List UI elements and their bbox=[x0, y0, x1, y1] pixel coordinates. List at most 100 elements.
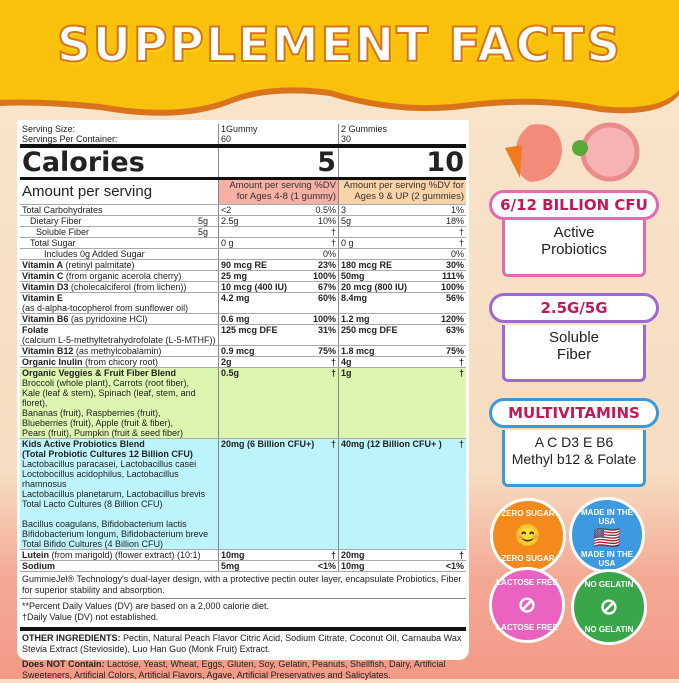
nutrient-sub-text: (calcium L-5-methyltetrahydrofolate (L-5… bbox=[22, 335, 216, 345]
feature-banner-1: 2.5G/5G bbox=[489, 293, 659, 323]
nutrient-name-group: Folate bbox=[22, 325, 49, 335]
nutrient-rows: Total Carbohydrates <2 0.5% 3 1% Dietary Fibe… bbox=[20, 205, 466, 572]
col2-dv: 30% bbox=[445, 260, 464, 270]
nutrient-name: Vitamin A bbox=[22, 260, 64, 270]
nutrient-row: Lutein (from marigold) (flower extract) … bbox=[20, 550, 466, 561]
col1-cell: 90 mcg RE 23% bbox=[218, 260, 338, 270]
nutrient-name: Dietary Fiber bbox=[30, 216, 82, 226]
divider bbox=[20, 627, 466, 631]
nutrient-name-cell: Vitamin D3 (cholecalciferol (from lichen… bbox=[20, 282, 218, 292]
col1-dv: 0% bbox=[322, 249, 336, 259]
col2-amount: 180 mcg RE bbox=[341, 260, 393, 270]
nutrient-name-cell: Soluble Fiber 5g bbox=[20, 227, 218, 237]
nutrient-label-line: Vitamin B12 (as methylcobalamin) bbox=[22, 346, 216, 356]
nutrient-name-cell: Kids Active Probiotics Blend (Total Prob… bbox=[20, 439, 218, 549]
col1-dv: 67% bbox=[317, 282, 336, 292]
nutrient-name-group: Kids Active Probiotics Blend (Total Prob… bbox=[22, 439, 193, 459]
nutrient-name-group: Organic Veggies & Fruit Fiber Blend bbox=[22, 368, 176, 378]
nutrient-name-cell: Vitamin C (from organic acerola cherry) bbox=[20, 271, 218, 281]
col2-amount: 1g bbox=[341, 368, 352, 378]
nutrient-label-line: Total Carbohydrates bbox=[22, 205, 216, 215]
col1-amount: 0 g bbox=[221, 238, 234, 248]
nutrient-row: Dietary Fiber 5g 2.5g 10% 5g 18% bbox=[20, 216, 466, 227]
col2-dv: 18% bbox=[445, 216, 464, 226]
zero-sugar-badge: ZERO SUGAR 😊 ZERO SUGAR bbox=[490, 498, 566, 574]
col2-dv: 0% bbox=[450, 249, 464, 259]
col2-cell: 10mg <1% bbox=[338, 561, 466, 571]
col2-dv: † bbox=[458, 439, 464, 449]
nutrient-row: Vitamin E (as d-alpha-tocopherol from sun… bbox=[20, 293, 466, 314]
col2-dv: † bbox=[458, 550, 464, 560]
col1-cell: 2g † bbox=[218, 357, 338, 367]
nutrient-name: Total Carbohydrates bbox=[22, 205, 103, 215]
no-gelatin-badge: NO GELATIN ⊘ NO GELATIN bbox=[571, 569, 647, 645]
nutrient-source: (from organic acerola cherry) bbox=[63, 271, 182, 281]
nutrient-row: Kids Active Probiotics Blend (Total Prob… bbox=[20, 439, 466, 550]
nutrient-name-group: Total Carbohydrates bbox=[22, 205, 103, 215]
nutrient-name: Organic Veggies & Fruit Fiber Blend bbox=[22, 368, 177, 378]
col1-dv: † bbox=[330, 357, 336, 367]
col2-amount: 250 mcg DFE bbox=[341, 325, 398, 335]
col1-dv: † bbox=[330, 368, 336, 378]
col1-cell: † bbox=[218, 227, 338, 237]
nutrient-name: Folate bbox=[22, 325, 49, 335]
col1-header: Amount per serving %DV for Ages 4-8 (1 g… bbox=[218, 180, 338, 204]
nutrient-row: Folate (calcium L-5-methyltetrahydrofolat… bbox=[20, 325, 466, 346]
col1-dv: 100% bbox=[312, 314, 336, 324]
nutrient-base-amount: 5g bbox=[197, 227, 208, 237]
col2-cell: 0 g † bbox=[338, 238, 466, 248]
nutrient-row: Total Carbohydrates <2 0.5% 3 1% bbox=[20, 205, 466, 216]
col2-dv: 100% bbox=[440, 282, 464, 292]
nutrient-source: (from marigold) (flower extract) (10:1) bbox=[49, 550, 201, 560]
col2-amount: 10mg bbox=[341, 561, 365, 571]
badge-text-bottom: LACTOSE FREE bbox=[496, 623, 558, 632]
nutrient-row: Organic Inulin (from chicory root) 2g † 4g † bbox=[20, 357, 466, 368]
col1-dv: 10% bbox=[317, 216, 336, 226]
col1-serving-size: 1Gummy bbox=[221, 124, 258, 134]
col1-cell: 0.6 mg 100% bbox=[218, 314, 338, 324]
amount-per-serving-label: Amount per serving bbox=[22, 183, 153, 200]
nutrient-label-line: Folate bbox=[22, 325, 216, 335]
col2-dv: 120% bbox=[440, 314, 464, 324]
badge-text-bottom: ZERO SUGAR bbox=[501, 554, 555, 563]
nutrient-row: Total Sugar 0 g † 0 g † bbox=[20, 238, 466, 249]
col1-dv: 23% bbox=[317, 260, 336, 270]
nutrient-name-group: Lutein (from marigold) (flower extract) … bbox=[22, 550, 201, 560]
col1-amount: 90 mcg RE bbox=[221, 260, 268, 270]
nutrient-row: Vitamin C (from organic acerola cherry) 2… bbox=[20, 271, 466, 282]
dv-not-established-note: †Daily Value (DV) not established. bbox=[22, 612, 159, 622]
nutrient-name: Kids Active Probiotics Blend (Total Prob… bbox=[22, 439, 193, 459]
col2-cell: 4g † bbox=[338, 357, 466, 367]
divider bbox=[20, 144, 466, 148]
col2-cell: 250 mcg DFE 63% bbox=[338, 325, 466, 345]
supplement-facts-label: Serving Size: Servings Per Container: 1Gu… bbox=[17, 120, 469, 680]
col2-dv: † bbox=[458, 368, 464, 378]
nutrient-label-line: Total Sugar bbox=[22, 238, 216, 248]
col2-cell: † bbox=[338, 227, 466, 237]
col1-cell: 0 g † bbox=[218, 238, 338, 248]
nutrient-name-group: Vitamin B6 (as pyridoxine HCl) bbox=[22, 314, 147, 324]
col2-dv: 63% bbox=[445, 325, 464, 335]
nutrient-name: Vitamin D3 bbox=[22, 282, 69, 292]
col1-dv: 0.5% bbox=[315, 205, 336, 215]
col1-dv: 100% bbox=[312, 271, 336, 281]
nutrient-row: Organic Veggies & Fruit Fiber Blend Brocc… bbox=[20, 368, 466, 439]
col1-dv: † bbox=[330, 439, 336, 449]
nutrient-name-group: Vitamin D3 (cholecalciferol (from lichen… bbox=[22, 282, 186, 292]
nutrient-name: Vitamin E bbox=[22, 293, 63, 303]
does-not-contain: Lactose, Yeast, Wheat, Eggs, Gluten, Soy… bbox=[22, 659, 446, 680]
col1-servings: 60 bbox=[221, 134, 232, 144]
col1-cell: 4.2 mg 60% bbox=[218, 293, 338, 313]
col2-dv: 75% bbox=[445, 346, 464, 356]
nutrient-name-cell: Vitamin B12 (as methylcobalamin) bbox=[20, 346, 218, 356]
serving-row: Serving Size: Servings Per Container: 1Gu… bbox=[20, 124, 466, 144]
col2-amount: 20mg bbox=[341, 550, 365, 560]
nutrient-name: Includes 0g Added Sugar bbox=[44, 249, 145, 259]
dv-note: **Percent Daily Values (DV) are based on… bbox=[22, 601, 269, 611]
col1-dv: 75% bbox=[317, 346, 336, 356]
col2-amount: 0 g bbox=[341, 238, 354, 248]
nutrient-name-group: Sodium bbox=[22, 561, 55, 571]
col1-dv: † bbox=[330, 550, 336, 560]
nutrient-name: Soluble Fiber bbox=[36, 227, 90, 237]
col2-cell: 1.8 mcg 75% bbox=[338, 346, 466, 356]
